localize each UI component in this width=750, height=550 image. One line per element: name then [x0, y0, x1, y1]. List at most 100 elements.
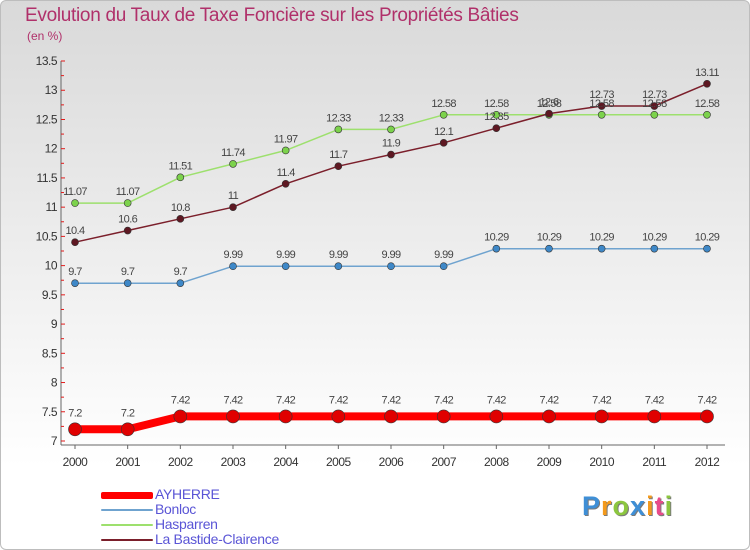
data-label-ayherre: 7.42: [223, 394, 242, 406]
data-point-la-bastide-clairence: [229, 203, 237, 211]
legend-label: Bonloc: [155, 501, 197, 517]
legend-swatch: [101, 539, 153, 541]
data-label-bonloc: 10.29: [695, 232, 720, 244]
data-point-la-bastide-clairence: [176, 215, 185, 223]
data-label-la-bastide-clairence: 12.73: [589, 89, 614, 101]
data-label-bonloc: 10.29: [537, 232, 562, 244]
x-tick-label: 2007: [431, 455, 457, 469]
data-point-ayherre: [68, 422, 82, 437]
y-tick-label: 12: [45, 142, 58, 156]
data-label-bonloc: 10.29: [484, 232, 509, 244]
logo-letter: i: [646, 491, 655, 521]
data-point-la-bastide-clairence: [334, 162, 343, 171]
data-label-ayherre: 7.42: [329, 394, 348, 406]
data-point-hasparren: [387, 125, 395, 134]
data-point-ayherre: [436, 409, 451, 424]
data-point-ayherre: [384, 409, 398, 424]
data-point-la-bastide-clairence: [439, 139, 448, 147]
data-label-hasparren: 12.58: [642, 98, 667, 110]
data-point-hasparren: [229, 160, 237, 168]
y-tick-label: 7: [51, 434, 58, 448]
y-tick-label: 8.5: [42, 346, 58, 360]
data-label-ayherre: 7.42: [697, 394, 716, 406]
y-tick-label: 13.5: [36, 54, 58, 68]
data-label-hasparren: 12.58: [537, 98, 562, 110]
data-point-la-bastide-clairence: [703, 80, 711, 88]
data-point-ayherre: [542, 409, 556, 424]
x-tick-label: 2009: [537, 455, 563, 469]
data-point-bonloc: [545, 244, 553, 253]
x-tick-label: 2002: [168, 455, 194, 469]
data-point-bonloc: [281, 262, 290, 271]
x-tick-label: 2008: [484, 455, 510, 469]
data-point-la-bastide-clairence: [650, 102, 659, 110]
y-tick-label: 10: [45, 259, 58, 273]
proxiti-logo: Proxiti: [582, 491, 673, 522]
data-point-bonloc: [439, 262, 448, 271]
data-label-la-bastide-clairence: 12.73: [642, 89, 667, 101]
data-label-bonloc: 9.99: [223, 249, 242, 261]
data-label-ayherre: 7.2: [121, 407, 135, 419]
data-point-la-bastide-clairence: [123, 226, 132, 235]
y-tick-label: 9.5: [42, 288, 58, 302]
data-label-la-bastide-clairence: 11: [228, 190, 239, 202]
data-label-ayherre: 7.42: [539, 394, 558, 406]
x-tick-label: 2011: [642, 455, 667, 469]
data-label-la-bastide-clairence: 11.7: [329, 149, 348, 161]
logo-letter: P: [582, 491, 602, 521]
data-label-la-bastide-clairence: 11.4: [277, 167, 296, 179]
data-point-hasparren: [123, 199, 132, 207]
data-point-ayherre: [120, 422, 135, 437]
x-tick-label: 2010: [589, 455, 615, 469]
data-point-la-bastide-clairence: [597, 102, 606, 110]
data-point-ayherre: [489, 409, 504, 424]
data-point-hasparren: [597, 110, 606, 119]
axes: 7 7.5 8 8.5 9 9.5 10 10.5 11 11.5 12 12.5 13 13.5 2000…: [36, 54, 725, 469]
data-label-hasparren: 11.07: [116, 186, 140, 198]
data-point-ayherre: [226, 409, 240, 424]
y-tick-label: 9: [51, 317, 58, 331]
x-tick-label: 2000: [63, 455, 89, 469]
x-tick-label: 2006: [379, 455, 405, 469]
data-point-bonloc: [229, 262, 237, 271]
data-label-hasparren: 11.07: [63, 186, 87, 198]
data-point-hasparren: [439, 110, 448, 119]
data-label-bonloc: 9.7: [121, 266, 135, 278]
y-tick-label: 11: [46, 200, 58, 214]
data-label-hasparren: 12.58: [484, 98, 509, 110]
data-label-hasparren: 12.58: [589, 98, 614, 110]
x-tick-label: 2003: [221, 455, 247, 469]
data-label-ayherre: 7.42: [171, 394, 190, 406]
data-point-ayherre: [173, 409, 188, 424]
data-label-bonloc: 10.29: [589, 232, 614, 244]
data-label-bonloc: 10.29: [642, 232, 667, 244]
data-label-ayherre: 7.42: [487, 394, 506, 406]
y-tick-label: 13: [45, 83, 58, 97]
data-point-bonloc: [176, 279, 185, 287]
data-label-la-bastide-clairence: 12.6: [539, 97, 558, 109]
legend-swatch: [101, 509, 153, 511]
data-point-ayherre: [700, 409, 714, 424]
data-label-hasparren: 11.74: [221, 147, 245, 159]
data-point-la-bastide-clairence: [281, 179, 290, 188]
data-label-ayherre: 7.42: [276, 394, 295, 406]
y-tick-label: 7.5: [42, 405, 58, 419]
data-label-la-bastide-clairence: 12.1: [434, 126, 453, 138]
legend-label: La Bastide-Clairence: [155, 531, 279, 547]
series-points: [68, 80, 714, 437]
legend-swatch: [101, 491, 153, 499]
data-label-bonloc: 9.99: [276, 249, 295, 261]
data-label-bonloc: 9.99: [381, 249, 400, 261]
logo-letter: r: [601, 491, 613, 521]
data-label-hasparren: 12.33: [379, 112, 404, 124]
data-label-ayherre: 7.42: [434, 394, 453, 406]
data-label-hasparren: 11.51: [168, 160, 192, 172]
data-label-hasparren: 12.58: [431, 98, 456, 110]
data-label-bonloc: 9.99: [434, 249, 453, 261]
data-point-la-bastide-clairence: [492, 124, 501, 133]
data-point-hasparren: [703, 110, 711, 119]
data-point-bonloc: [703, 244, 711, 253]
data-point-hasparren: [281, 146, 290, 155]
